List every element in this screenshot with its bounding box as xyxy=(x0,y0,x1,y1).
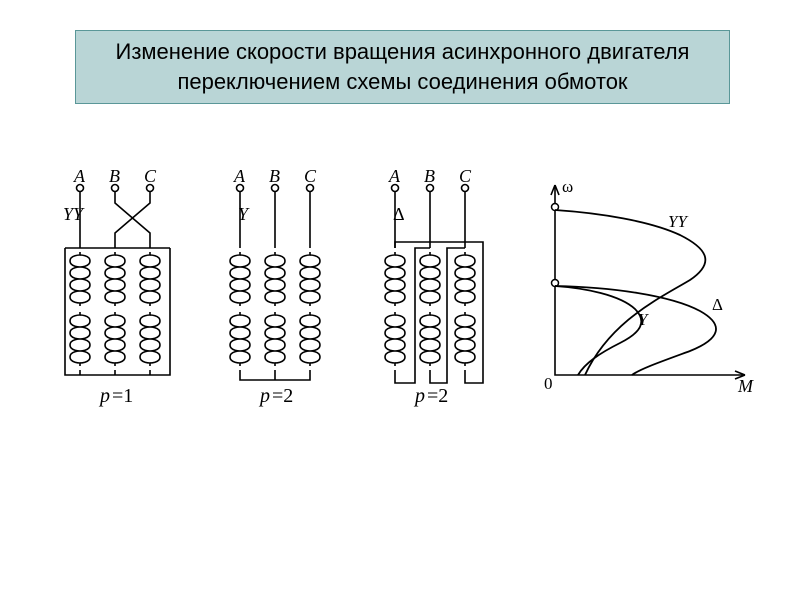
scheme-y: A B C Y p =2 xyxy=(230,170,320,407)
svg-text:C: C xyxy=(144,170,157,186)
svg-text:0: 0 xyxy=(544,374,553,393)
svg-text:p: p xyxy=(413,385,425,407)
svg-text:A: A xyxy=(388,170,401,186)
figure-area: A B C YY p =1 A B C Y p xyxy=(60,170,760,430)
svg-text:YY: YY xyxy=(668,212,688,231)
svg-text:=1: =1 xyxy=(112,385,133,407)
svg-text:Y: Y xyxy=(638,310,649,329)
svg-text:YY: YY xyxy=(63,204,85,224)
svg-text:=2: =2 xyxy=(427,385,448,407)
svg-text:M: M xyxy=(737,376,754,396)
torque-speed-chart: 0 M ω YY Y Δ xyxy=(544,177,754,396)
svg-text:=2: =2 xyxy=(272,385,293,407)
diagram-svg: A B C YY p =1 A B C Y p xyxy=(60,170,760,430)
svg-text:C: C xyxy=(304,170,317,186)
scheme-delta: A B C Δ p =2 xyxy=(385,170,483,407)
title-line1: Изменение скорости вращения асинхронного… xyxy=(116,37,690,67)
svg-text:A: A xyxy=(233,170,246,186)
svg-text:Δ: Δ xyxy=(712,295,723,314)
svg-text:ω: ω xyxy=(562,177,573,196)
title-box: Изменение скорости вращения асинхронного… xyxy=(75,30,730,104)
svg-text:p: p xyxy=(258,385,270,407)
svg-text:B: B xyxy=(269,170,280,186)
svg-text:C: C xyxy=(459,170,472,186)
scheme-yy: A B C YY p =1 xyxy=(63,170,170,407)
svg-text:p: p xyxy=(98,385,110,407)
svg-text:B: B xyxy=(424,170,435,186)
title-line2: переключением схемы соединения обмоток xyxy=(177,67,627,97)
svg-text:A: A xyxy=(73,170,86,186)
svg-text:B: B xyxy=(109,170,120,186)
